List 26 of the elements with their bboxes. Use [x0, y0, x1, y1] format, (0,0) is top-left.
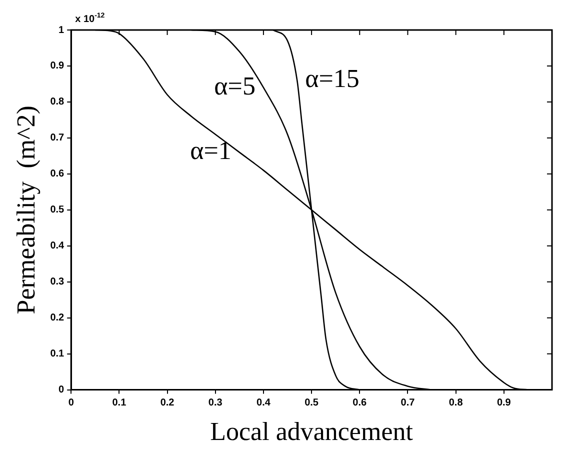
- y-tick-label: 0.3: [50, 276, 65, 288]
- y-axis-title: Permeability (m^2): [11, 106, 40, 314]
- x-axis-title: Local advancement: [210, 417, 414, 446]
- x-tick-label: 0.5: [304, 398, 319, 409]
- x-tick-label: 0.2: [160, 398, 175, 409]
- x-tick-label: 0: [68, 398, 74, 409]
- y-tick-label: 0.5: [50, 204, 65, 216]
- x-tick-label: 0.4: [256, 398, 271, 409]
- x-tick-label: 0.3: [208, 398, 223, 409]
- x-tick-label: 0.6: [352, 398, 368, 409]
- y-tick-label: 0: [58, 384, 65, 396]
- y-tick-label: 0.4: [50, 240, 65, 252]
- series-label: α=1: [190, 136, 232, 166]
- y-tick-label: 0.9: [50, 60, 65, 72]
- x-tick-label: 0.9: [496, 398, 512, 409]
- legend-label: α=15: [305, 64, 360, 94]
- x-tick-label: 0.8: [448, 398, 464, 409]
- y-tick-label: 0.7: [50, 132, 65, 144]
- x-tick-label: 0.1: [112, 398, 127, 409]
- y-tick-label: 0.8: [50, 96, 65, 108]
- series-label: α=5: [214, 71, 256, 100]
- y-tick-label: 1: [58, 24, 65, 36]
- x-tick-label: 0.7: [400, 398, 416, 409]
- y-tick-label: 0.2: [50, 312, 65, 324]
- y-tick-label: 0.6: [50, 168, 65, 180]
- y-tick-label: 0.1: [50, 348, 65, 360]
